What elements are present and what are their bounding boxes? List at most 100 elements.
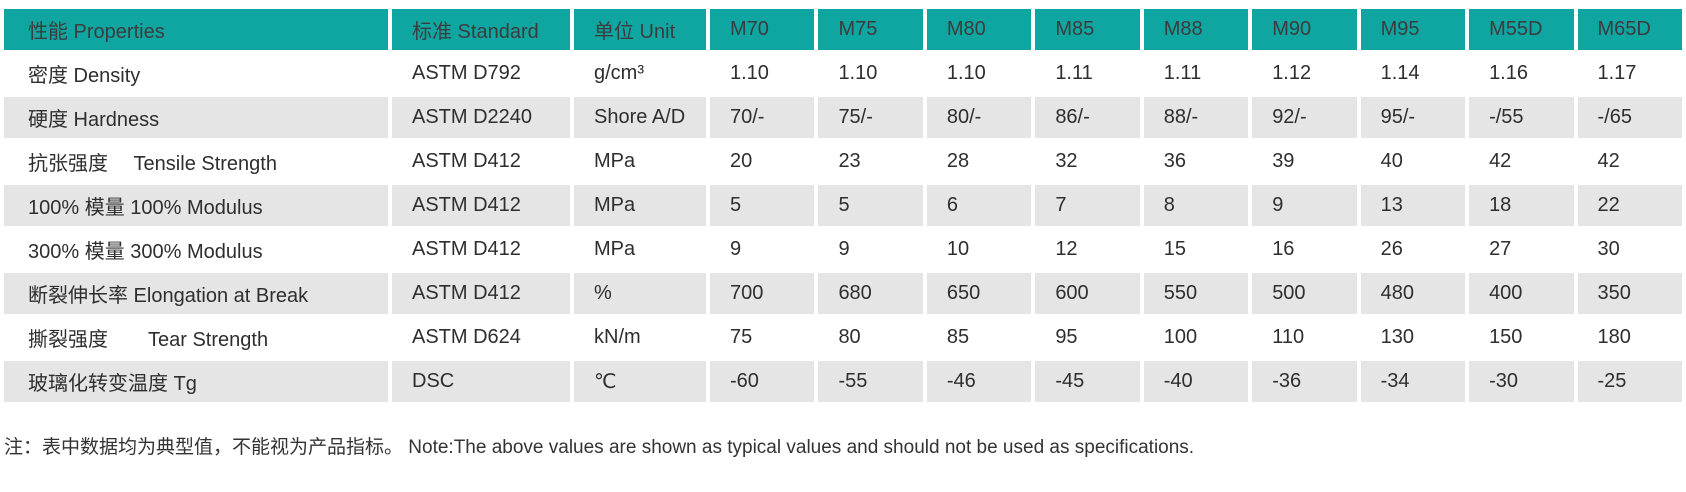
value-cell: -55 [818, 361, 923, 402]
table-row: 断裂伸长率 Elongation at Break ASTM D412% 700 68… [4, 273, 1682, 314]
value-cell: 7 [1035, 185, 1140, 226]
value-cell: 70/- [710, 97, 815, 138]
value-cell: 110 [1252, 317, 1357, 358]
standard-cell: ASTM D792 [392, 53, 570, 94]
value-cell: 480 [1360, 273, 1466, 314]
value-cell: -60 [710, 361, 815, 402]
footnote: 注：表中数据均为典型值，不能视为产品指标。 Note:The above val… [4, 437, 1195, 458]
column-header: M55D [1469, 9, 1574, 50]
value-cell: 75/- [818, 97, 923, 138]
standard-cell: ASTM D2240 [392, 97, 570, 138]
value-cell: 42 [1577, 141, 1682, 182]
value-cell: 88/- [1143, 97, 1249, 138]
property-cell: 抗张强度 Tensile Strength [4, 141, 388, 182]
standard-cell: ASTM D412 [392, 141, 570, 182]
value-cell: 23 [818, 141, 923, 182]
value-cell: 6 [926, 185, 1032, 226]
value-cell: 39 [1252, 141, 1357, 182]
table-row: 撕裂强度 Tear Strength ASTM D624 kN/m 75 80 85 95 1… [4, 317, 1682, 358]
value-cell: 5 [818, 185, 923, 226]
value-cell: 1.10 [818, 53, 923, 94]
value-cell: 500 [1252, 273, 1357, 314]
column-header: M75 [818, 9, 923, 50]
value-cell: -30 [1469, 361, 1574, 402]
value-cell: 86/- [1035, 97, 1140, 138]
unit-cell: g/cm³ [574, 53, 706, 94]
column-header: M65D [1577, 9, 1682, 50]
value-cell: 1.17 [1577, 53, 1682, 94]
value-cell: -25 [1577, 361, 1682, 402]
column-header: M95 [1360, 9, 1466, 50]
unit-cell: MPa [574, 141, 706, 182]
value-cell: 180 [1577, 317, 1682, 358]
property-cell: 断裂伸长率 Elongation at Break [4, 273, 388, 314]
value-cell: 1.12 [1252, 53, 1357, 94]
value-cell: 40 [1360, 141, 1466, 182]
value-cell: 9 [818, 229, 923, 270]
table-row: 抗张强度 Tensile Strength ASTM D412 MPa 20 23 28 3… [4, 141, 1682, 182]
standard-cell: DSC [392, 361, 570, 402]
unit-cell: MPa [574, 229, 706, 270]
standard-cell: ASTM D412 [392, 229, 570, 270]
table-row: 100% 模量 100% Modulus ASTM D412 MPa 5 5 6 7 8 9 13… [4, 185, 1682, 226]
column-header: 单位 Unit [574, 9, 706, 50]
table-body: 密度 Density ASTM D792 g/cm³ 1.10 1.10 1.10 1.11… [4, 53, 1682, 402]
property-cell: 100% 模量 100% Modulus [4, 185, 388, 226]
value-cell: 20 [710, 141, 815, 182]
value-cell: 15 [1143, 229, 1249, 270]
value-cell: -34 [1360, 361, 1466, 402]
column-header: M70 [710, 9, 815, 50]
column-header: 标准 Standard [392, 9, 570, 50]
value-cell: 13 [1360, 185, 1466, 226]
unit-cell: Shore A/D [574, 97, 706, 138]
value-cell: 650 [926, 273, 1032, 314]
value-cell: 92/- [1252, 97, 1357, 138]
unit-cell: kN/m [574, 317, 706, 358]
property-cell: 300% 模量 300% Modulus [4, 229, 388, 270]
value-cell: 10 [926, 229, 1032, 270]
unit-cell: % [574, 273, 706, 314]
table-row: 密度 Density ASTM D792 g/cm³ 1.10 1.10 1.10 1.11… [4, 53, 1682, 94]
value-cell: 130 [1360, 317, 1466, 358]
datasheet-page: 性能 Properties 标准 Standard 单位 Unit M70 M75 M80… [4, 9, 1682, 458]
value-cell: 1.10 [926, 53, 1032, 94]
value-cell: 27 [1469, 229, 1574, 270]
property-cell: 撕裂强度 Tear Strength [4, 317, 388, 358]
value-cell: -36 [1252, 361, 1357, 402]
table-row: 玻璃化转变温度 Tg DSC ℃ -60 -55 -46 -45 -40 -36 -34 -30 -2… [4, 361, 1682, 402]
value-cell: 5 [710, 185, 815, 226]
unit-cell: MPa [574, 185, 706, 226]
value-cell: 80 [818, 317, 923, 358]
standard-cell: ASTM D412 [392, 185, 570, 226]
value-cell: 18 [1469, 185, 1574, 226]
unit-cell: ℃ [574, 361, 706, 402]
value-cell: 80/- [926, 97, 1032, 138]
value-cell: 1.11 [1143, 53, 1249, 94]
value-cell: 700 [710, 273, 815, 314]
value-cell: 1.16 [1469, 53, 1574, 94]
column-header: M90 [1252, 9, 1357, 50]
table-row: 硬度 Hardness ASTM D2240 Shore A/D 70/- 75/- 80… [4, 97, 1682, 138]
column-header: M80 [926, 9, 1032, 50]
value-cell: 42 [1469, 141, 1574, 182]
property-cell: 密度 Density [4, 53, 388, 94]
value-cell: 75 [710, 317, 815, 358]
value-cell: 22 [1577, 185, 1682, 226]
value-cell: -45 [1035, 361, 1140, 402]
value-cell: 95/- [1360, 97, 1466, 138]
column-header: 性能 Properties [4, 9, 388, 50]
value-cell: -46 [926, 361, 1032, 402]
column-header: M85 [1035, 9, 1140, 50]
value-cell: 550 [1143, 273, 1249, 314]
standard-cell: ASTM D412 [392, 273, 570, 314]
value-cell: 1.14 [1360, 53, 1466, 94]
value-cell: 9 [1252, 185, 1357, 226]
standard-cell: ASTM D624 [392, 317, 570, 358]
property-cell: 玻璃化转变温度 Tg [4, 361, 388, 402]
value-cell: 85 [926, 317, 1032, 358]
table-header-row: 性能 Properties 标准 Standard 单位 Unit M70 M75 M80… [4, 9, 1682, 50]
table-row: 300% 模量 300% Modulus ASTM D412 MPa 9 9 10 12 15… [4, 229, 1682, 270]
value-cell: 150 [1469, 317, 1574, 358]
value-cell: 16 [1252, 229, 1357, 270]
property-cell: 硬度 Hardness [4, 97, 388, 138]
